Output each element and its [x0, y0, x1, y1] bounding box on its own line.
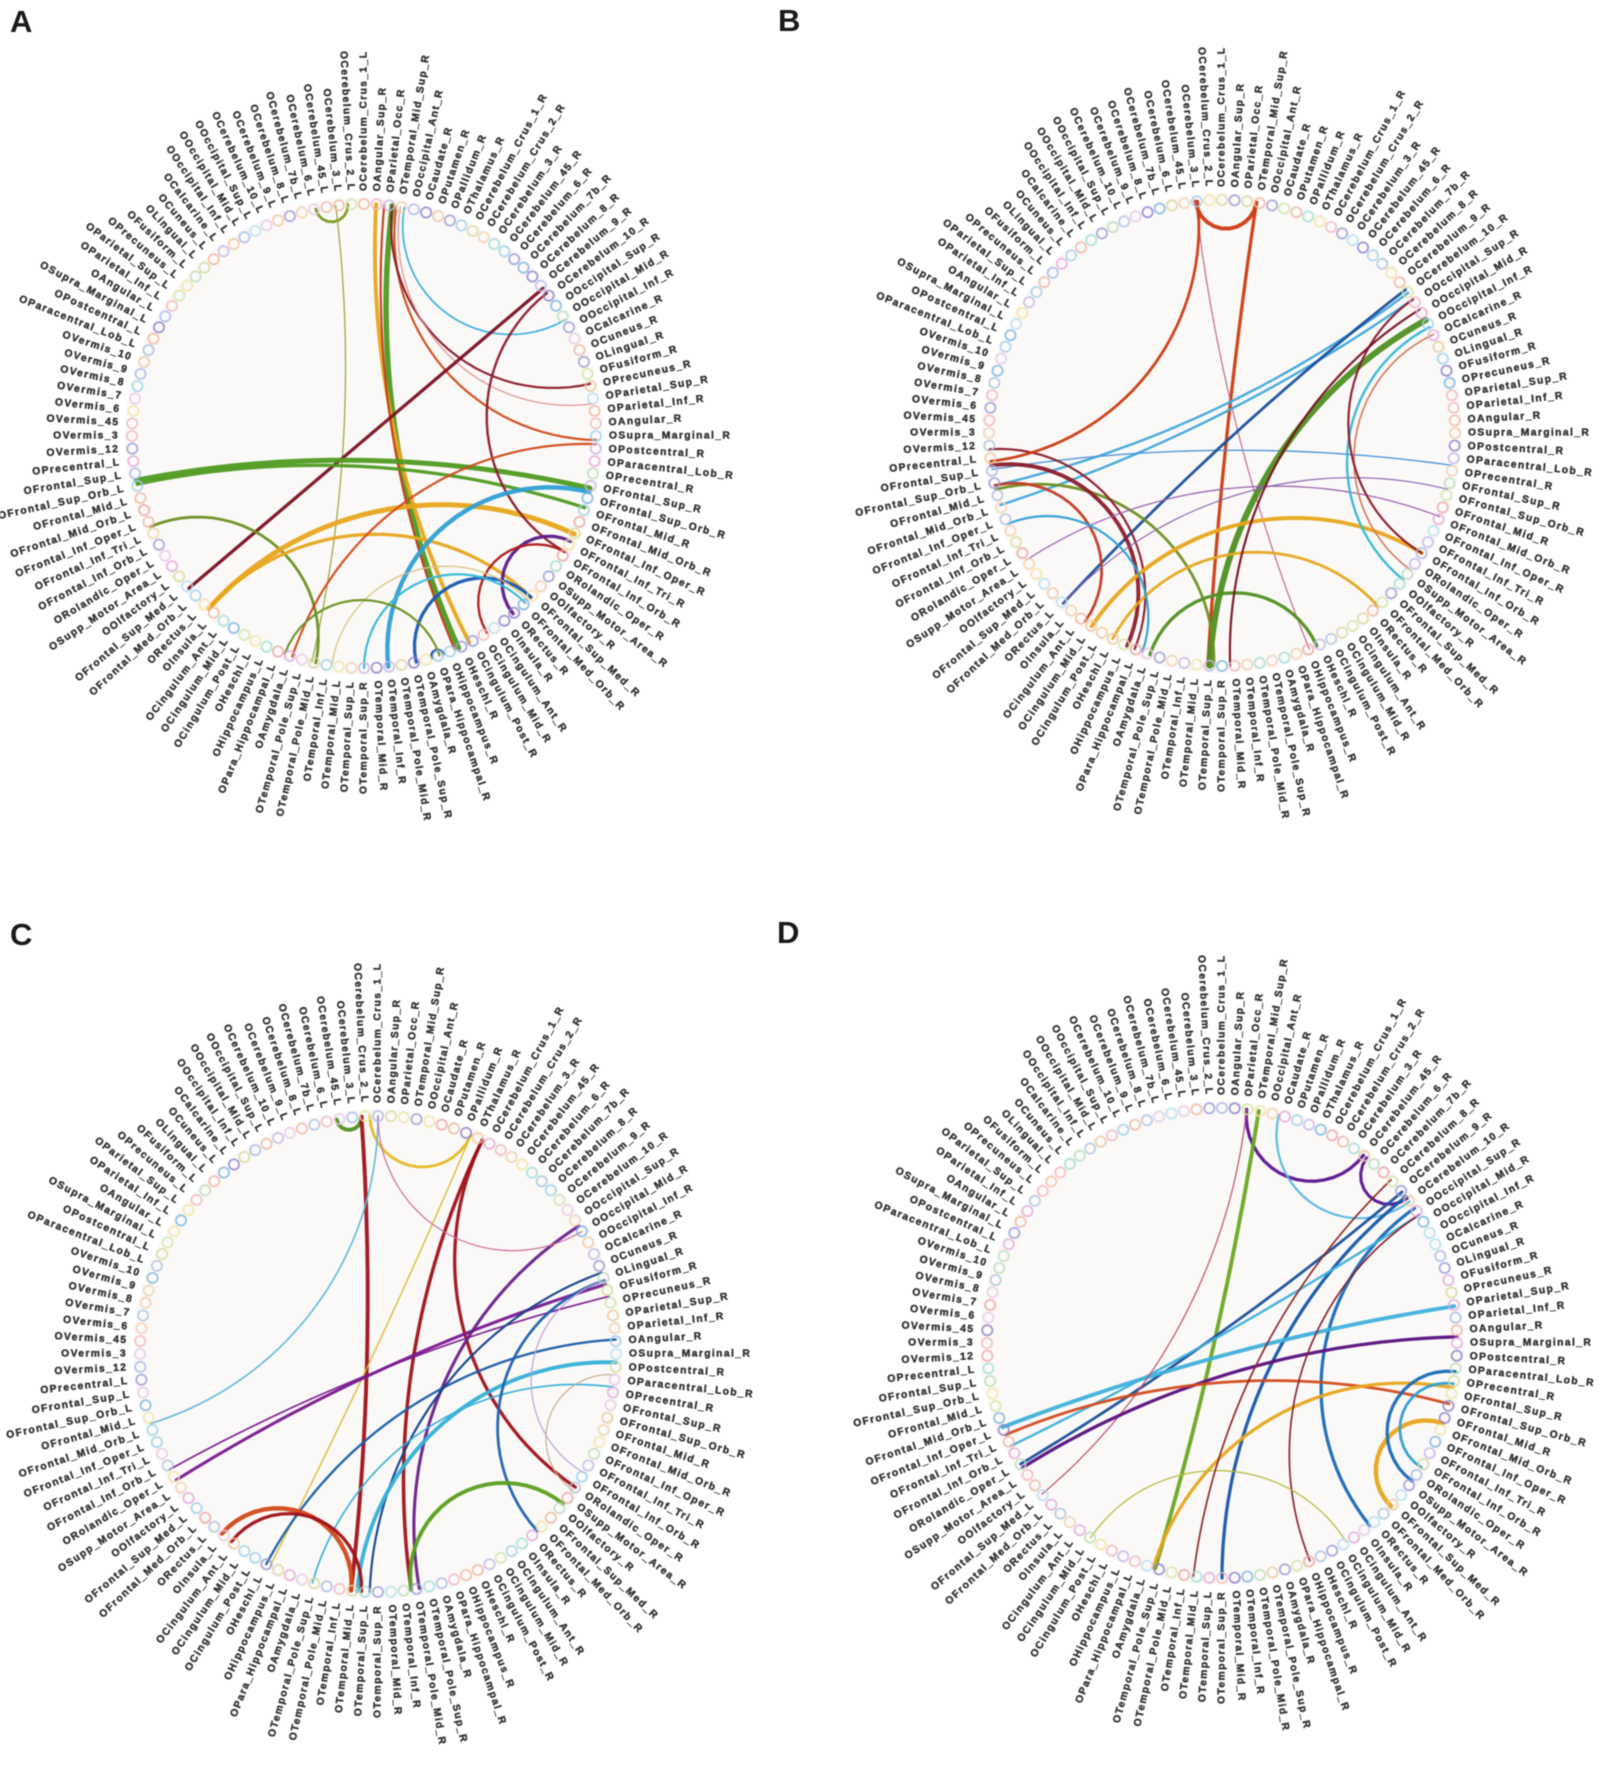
- svg-text:C: C: [10, 917, 32, 952]
- svg-text:OTemporal_Sup_R: OTemporal_Sup_R: [359, 681, 370, 794]
- svg-text:OVermis_45: OVermis_45: [54, 1331, 127, 1346]
- svg-text:OPostcentral_R: OPostcentral_R: [1469, 1351, 1566, 1367]
- svg-text:OVermis_3: OVermis_3: [61, 1349, 127, 1360]
- svg-text:OAngular_R: OAngular_R: [1467, 410, 1542, 425]
- svg-text:OVermis_3: OVermis_3: [910, 428, 976, 439]
- svg-text:OVermis_12: OVermis_12: [901, 1351, 974, 1366]
- svg-text:OCerebelum_Crus_1_L: OCerebelum_Crus_1_L: [373, 963, 384, 1103]
- svg-text:OAngular_R: OAngular_R: [628, 1331, 703, 1346]
- svg-text:OCerebelum_Crus_1_L: OCerebelum_Crus_1_L: [1217, 955, 1228, 1095]
- svg-text:OVermis_45: OVermis_45: [903, 410, 976, 425]
- svg-text:OSupra_Marginal_R: OSupra_Marginal_R: [1470, 1338, 1592, 1349]
- svg-text:OVermis_12: OVermis_12: [46, 444, 119, 459]
- svg-text:B: B: [778, 3, 800, 38]
- svg-text:OVermis_12: OVermis_12: [903, 441, 976, 456]
- svg-text:OPostcentral_R: OPostcentral_R: [608, 444, 705, 460]
- svg-text:OAngular_R: OAngular_R: [608, 413, 683, 428]
- svg-text:OVermis_3: OVermis_3: [908, 1338, 974, 1349]
- svg-text:D: D: [777, 915, 799, 950]
- svg-text:OTemporal_Sup_R: OTemporal_Sup_R: [1217, 1591, 1228, 1704]
- svg-text:OSupra_Marginal_R: OSupra_Marginal_R: [609, 431, 731, 442]
- svg-text:OTemporal_Sup_R: OTemporal_Sup_R: [373, 1605, 384, 1718]
- svg-text:OPostcentral_R: OPostcentral_R: [628, 1362, 725, 1378]
- svg-text:OVermis_45: OVermis_45: [46, 413, 119, 428]
- svg-text:OTemporal_Sup_R: OTemporal_Sup_R: [1217, 679, 1228, 792]
- svg-text:A: A: [10, 4, 32, 39]
- svg-text:OAngular_R: OAngular_R: [1469, 1320, 1544, 1335]
- svg-text:OSupra_Marginal_R: OSupra_Marginal_R: [1468, 428, 1590, 439]
- svg-text:OVermis_45: OVermis_45: [901, 1320, 974, 1335]
- svg-text:OSupra_Marginal_R: OSupra_Marginal_R: [629, 1349, 751, 1360]
- svg-text:OVermis_3: OVermis_3: [53, 431, 119, 442]
- svg-text:OCerebelum_Crus_1_L: OCerebelum_Crus_1_L: [1217, 47, 1228, 187]
- svg-text:OCerebelum_Crus_1_L: OCerebelum_Crus_1_L: [359, 51, 370, 191]
- svg-text:OVermis_12: OVermis_12: [54, 1362, 127, 1377]
- svg-text:OPostcentral_R: OPostcentral_R: [1467, 441, 1564, 457]
